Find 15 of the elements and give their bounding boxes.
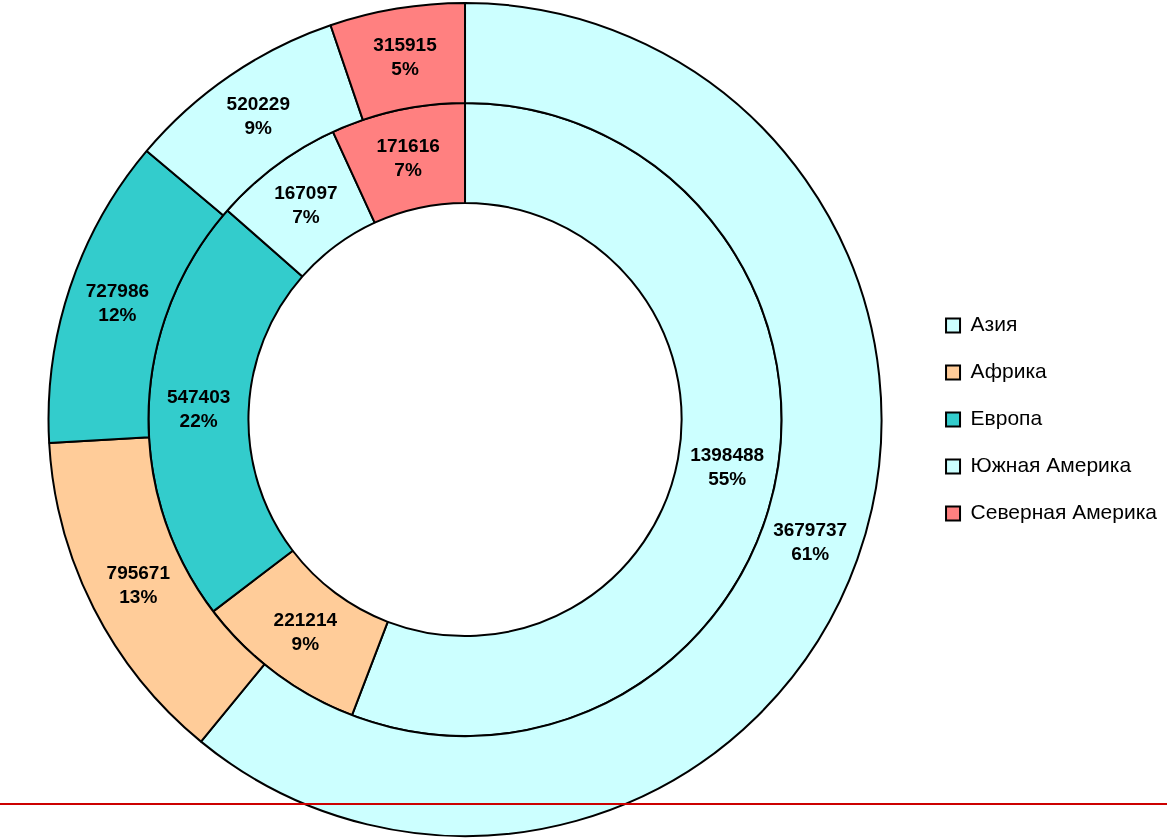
legend-label: Азия <box>970 312 1018 336</box>
data-label: 520229 9% <box>226 93 290 139</box>
legend-label: Европа <box>970 406 1043 430</box>
data-label: 221214 9% <box>273 609 338 655</box>
legend-label: Африка <box>970 359 1048 383</box>
data-label: 1398488 55% <box>690 444 765 490</box>
data-label: 727986 12% <box>85 279 150 325</box>
data-label: 795671 13% <box>106 561 171 607</box>
data-label: 171616 7% <box>376 135 440 181</box>
data-label: 3679737 61% <box>773 519 848 565</box>
data-label: 315915 5% <box>373 34 438 80</box>
legend-label: Северная Америка <box>970 500 1158 524</box>
data-label: 167097 7% <box>274 181 338 227</box>
legend-label: Южная Америка <box>970 453 1132 477</box>
data-label: 547403 22% <box>166 386 231 432</box>
